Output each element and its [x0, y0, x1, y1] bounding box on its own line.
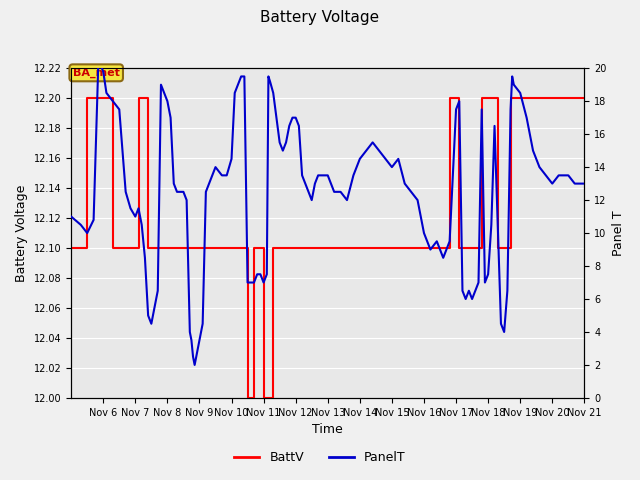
Y-axis label: Battery Voltage: Battery Voltage — [15, 184, 28, 282]
X-axis label: Time: Time — [312, 423, 343, 436]
Text: BA_met: BA_met — [73, 68, 120, 78]
Text: Battery Voltage: Battery Voltage — [260, 10, 380, 24]
Y-axis label: Panel T: Panel T — [612, 210, 625, 256]
Legend: BattV, PanelT: BattV, PanelT — [229, 446, 411, 469]
